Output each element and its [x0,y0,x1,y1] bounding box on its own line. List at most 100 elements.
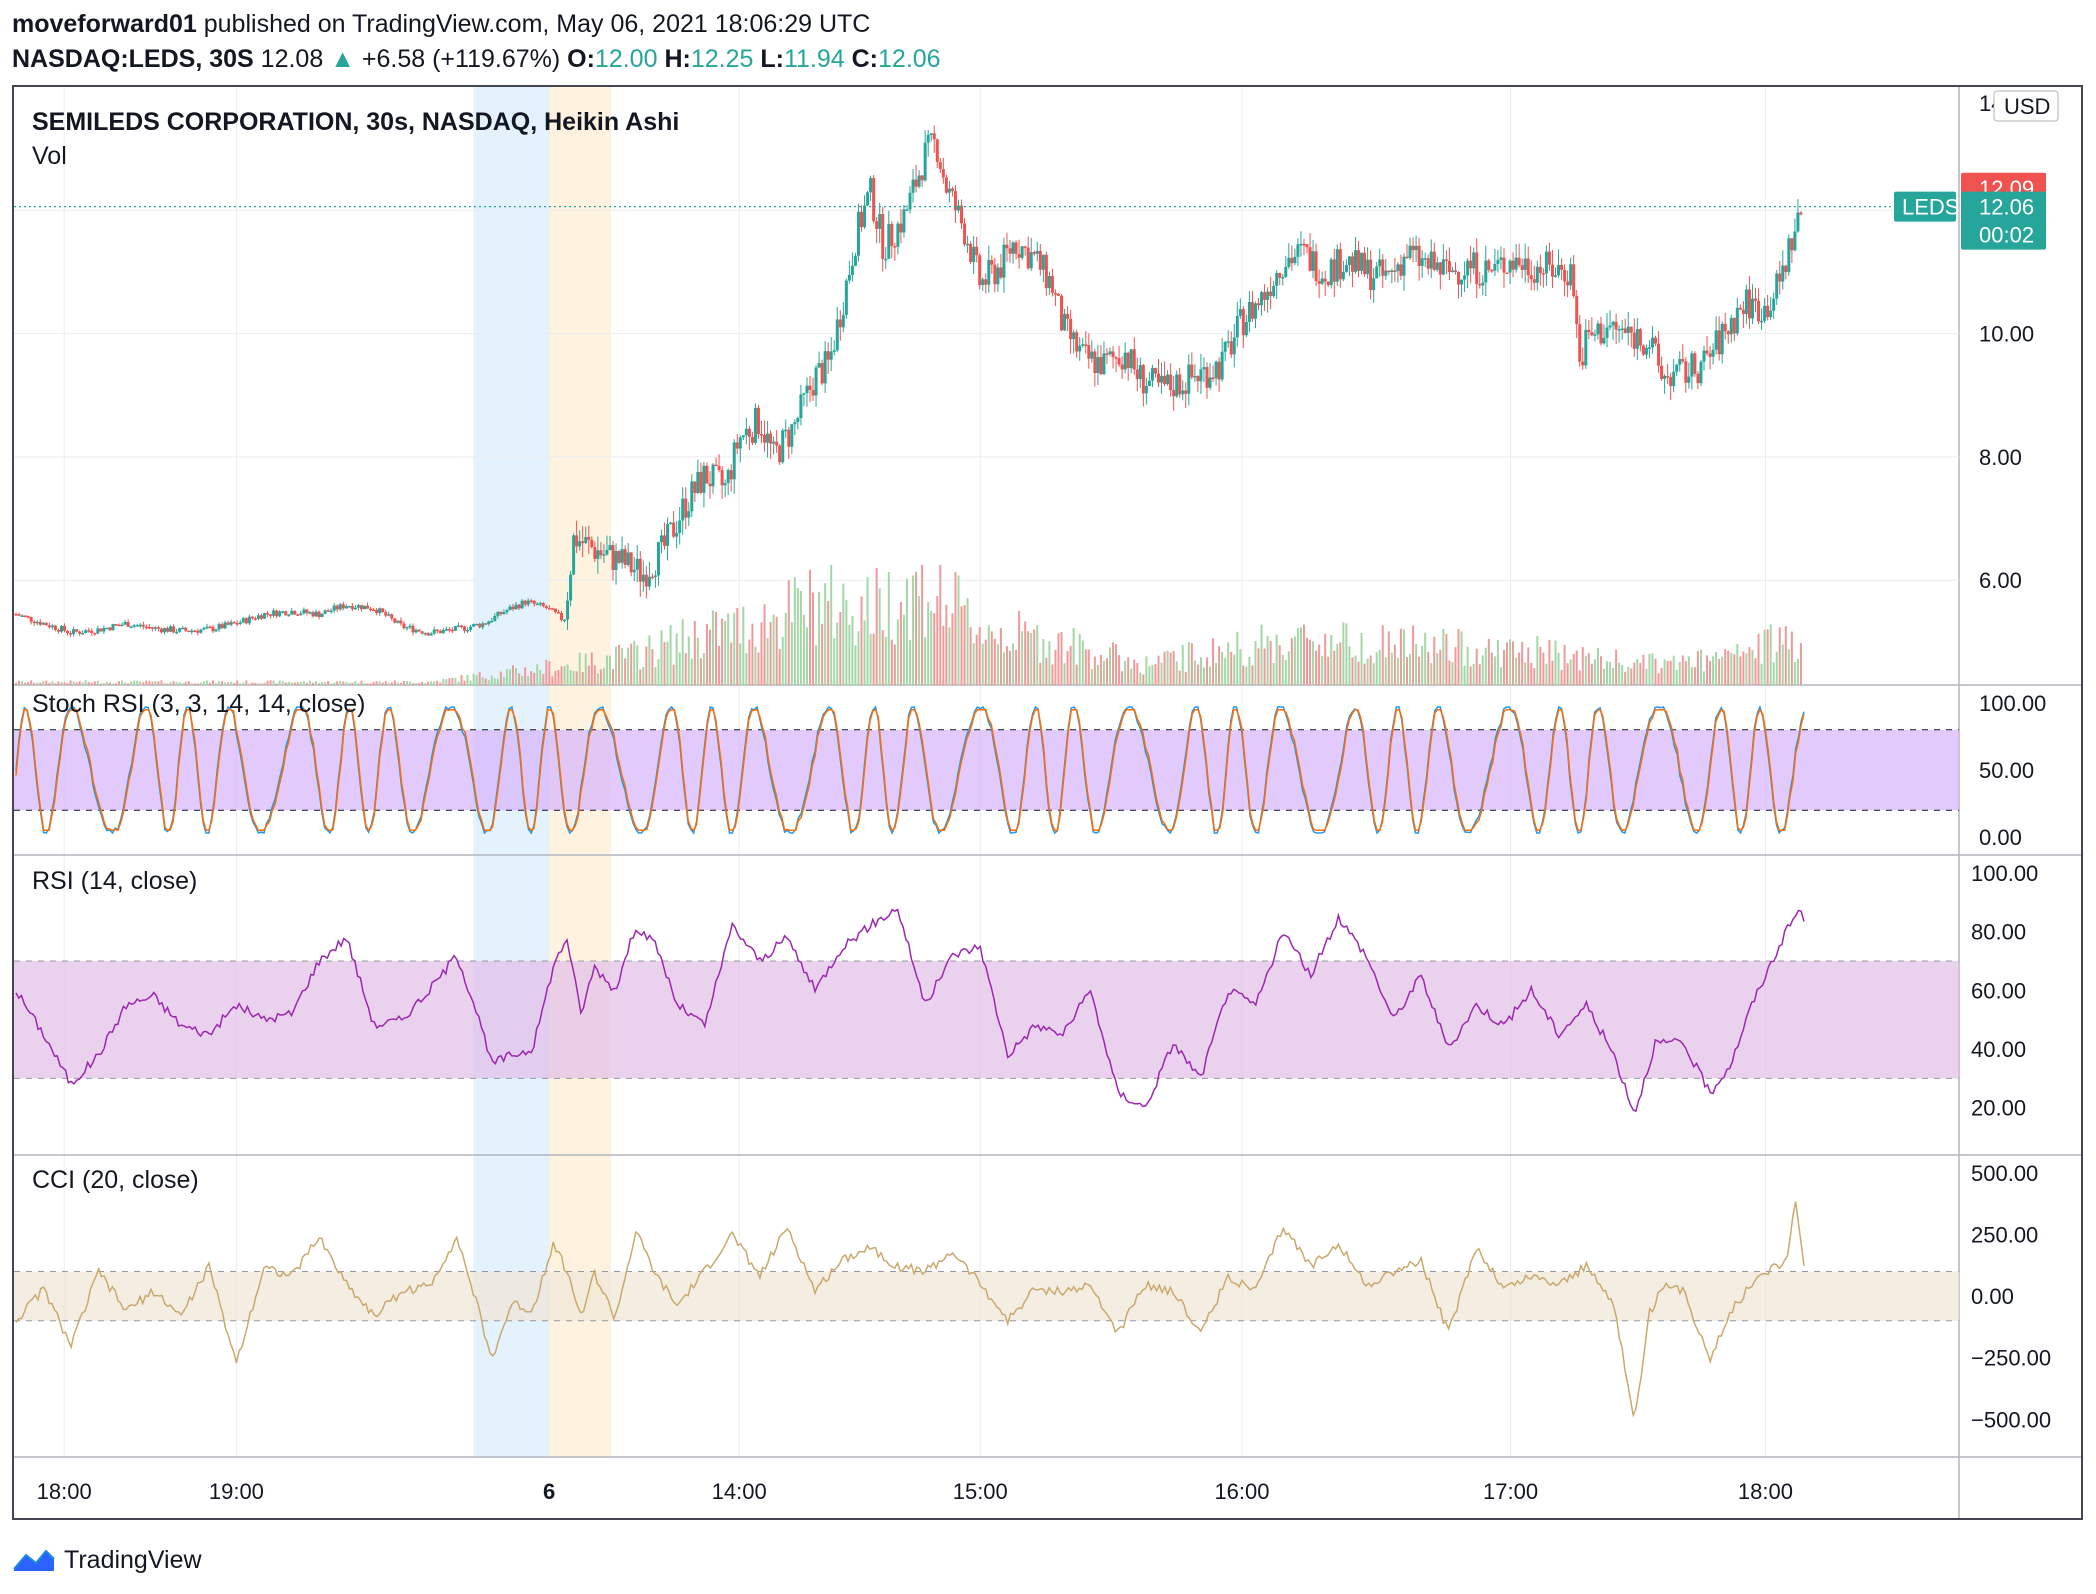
candle-body [1741,309,1745,315]
candle-body [1763,305,1767,321]
candle-body [347,606,351,608]
candle-body [47,625,51,628]
candle-body [314,611,318,617]
candle-body [481,623,485,628]
candle-body [1369,259,1373,291]
candle-body [202,628,206,630]
volume-bar [945,604,948,685]
volume-bar [724,620,727,685]
candle-body [1390,270,1394,273]
candle-body [1638,329,1642,346]
candle-body [553,608,557,613]
candle-body [1281,276,1285,279]
volume-bar [699,658,702,685]
candle-body [669,522,673,525]
chart-canvas[interactable]: 1412.0010.008.006.00USD12.09LEDS12.0600:… [14,87,2081,1518]
candle-body [1041,254,1045,270]
volume-bar [221,681,224,685]
volume-bar [1712,656,1715,685]
volume-bar [1063,663,1066,685]
volume-bar [863,620,866,685]
candle-body [853,255,857,266]
volume-bar [1057,633,1060,685]
candle-body [559,612,563,620]
candle-body [944,177,948,193]
volume-bar [60,681,63,685]
volume-bar [1630,668,1633,685]
candle-body [1202,367,1206,370]
candle-body [259,615,263,619]
candle-body [1590,332,1594,336]
volume-bar [1451,662,1454,685]
volume-bar [969,627,972,685]
volume-bar [1424,632,1427,685]
candle-body [1072,332,1076,340]
volume-bar [978,627,981,685]
candle-body [505,610,509,613]
candle-body [911,179,915,193]
volume-bar [1281,655,1284,685]
volume-bar [1118,655,1121,685]
volume-bar [781,637,784,685]
candle-body [284,611,288,616]
volume-bar [1778,627,1781,685]
candle-body [672,522,676,537]
candle-body [1457,271,1461,285]
candle-body [793,422,797,425]
volume-bar [1336,644,1339,685]
volume-bar [1739,656,1742,685]
candle-body [599,550,603,556]
candle-body [1284,266,1288,277]
candle-body [417,629,421,632]
volume-bar [1745,653,1748,685]
time-tick-label: 16:00 [1214,1479,1269,1504]
candle-body [344,606,348,609]
volume-bar [87,682,90,685]
candle-body [1353,250,1357,272]
volume-bar [390,682,393,685]
candle-body [614,550,618,570]
candle-body [1105,353,1109,355]
candle-body [1693,353,1697,374]
candle-body [535,603,539,606]
cci-series [15,1201,1805,1418]
volume-bar [1763,629,1766,685]
author-name[interactable]: moveforward01 [12,10,197,38]
volume-bar [78,681,81,685]
volume-bar [1221,651,1224,685]
candle-body [426,632,430,636]
chart-frame[interactable]: 1412.0010.008.006.00USD12.09LEDS12.0600:… [12,85,2083,1520]
candle-body [514,604,518,610]
volume-bar [487,680,490,685]
footer-brand[interactable]: TradingView [64,1545,202,1574]
volume-bar [1190,643,1193,685]
candle-body [432,629,436,634]
volume-bar [996,644,999,685]
cci-band [14,1271,1959,1321]
candle-body [790,424,794,447]
volume-bar [1524,662,1527,685]
volume-bar [1551,660,1554,685]
candle-body [1650,337,1654,348]
volume-bar [245,680,248,685]
candle-body [1547,251,1551,265]
volume-bar [202,681,205,685]
volume-bar [360,680,363,685]
candle-body [223,622,227,629]
symbol-name[interactable]: NASDAQ:LEDS, 30S [12,45,254,73]
volume-bar [1012,643,1015,685]
candle-body [302,609,306,614]
candle-body [408,625,412,628]
time-tick-label: 6 [543,1479,555,1504]
volume-bar [1418,656,1421,685]
candle-body [581,541,585,544]
candle-body [1232,337,1236,355]
candle-body [629,552,633,573]
price-candles [14,125,1803,637]
candle-body [1141,365,1145,394]
tradingview-logo-icon[interactable] [12,1547,56,1573]
volume-bar [1733,654,1736,685]
candle-body [214,629,218,632]
volume-bar [708,629,711,685]
volume-bar [875,567,878,685]
